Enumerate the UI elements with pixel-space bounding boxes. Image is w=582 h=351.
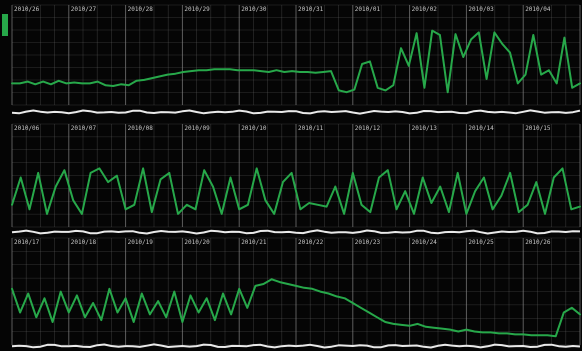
- time-tick-label: 2010/13: [412, 125, 438, 132]
- channel-marker: [2, 14, 8, 36]
- time-tick-label: 2010/06: [14, 125, 40, 132]
- signal-trace: [11, 29, 581, 94]
- channel-panel-3[interactable]: 2010/17 2010/18 2010/19 2010/20 2010/21 2010/…: [11, 237, 582, 349]
- time-tick-label: 2010/01: [355, 6, 381, 13]
- time-tick-label: 2010/17: [14, 239, 40, 246]
- time-tick-label: 2010/27: [71, 6, 97, 13]
- time-tick-label: 2010/20: [184, 239, 210, 246]
- time-tick-label: 2010/19: [128, 239, 154, 246]
- time-tick-label: 2010/30: [241, 6, 267, 13]
- time-tick-label: 2010/11: [298, 125, 324, 132]
- time-tick-label: 2010/31: [298, 6, 324, 13]
- time-tick-label: 2010/18: [71, 239, 97, 246]
- baseline-trace: [11, 109, 581, 115]
- baseline-trace: [11, 343, 581, 349]
- time-tick-label: 2010/21: [241, 239, 267, 246]
- time-tick-label: 2010/24: [412, 239, 438, 246]
- signal-trace: [11, 167, 581, 215]
- time-tick-label: 2010/04: [525, 6, 551, 13]
- time-tick-label: 2010/07: [71, 125, 97, 132]
- baseline-trace: [11, 229, 581, 235]
- channel-panel-2[interactable]: 2010/06 2010/07 2010/08 2010/09 2010/10 2010/…: [11, 123, 582, 235]
- time-tick-label: 2010/08: [128, 125, 154, 132]
- channel-panel-1[interactable]: 2010/26 2010/27 2010/28 2010/29 2010/30 2010/…: [11, 4, 582, 115]
- time-tick-label: 2010/14: [468, 125, 494, 132]
- time-tick-label: 2010/12: [355, 125, 381, 132]
- time-tick-label: 2010/28: [128, 6, 154, 13]
- time-tick-label: 2010/09: [184, 125, 210, 132]
- time-tick-label: 2010/15: [525, 125, 551, 132]
- time-tick-label: 2010/22: [298, 239, 324, 246]
- signal-trace: [11, 278, 581, 338]
- time-tick-label: 2010/02: [412, 6, 438, 13]
- time-tick-label: 2010/10: [241, 125, 267, 132]
- time-tick-label: 2010/23: [355, 239, 381, 246]
- time-tick-label: 2010/03: [468, 6, 494, 13]
- time-tick-label: 2010/25: [468, 239, 494, 246]
- time-tick-label: 2010/29: [184, 6, 210, 13]
- time-tick-label: 2010/26: [525, 239, 551, 246]
- time-tick-label: 2010/26: [14, 6, 40, 13]
